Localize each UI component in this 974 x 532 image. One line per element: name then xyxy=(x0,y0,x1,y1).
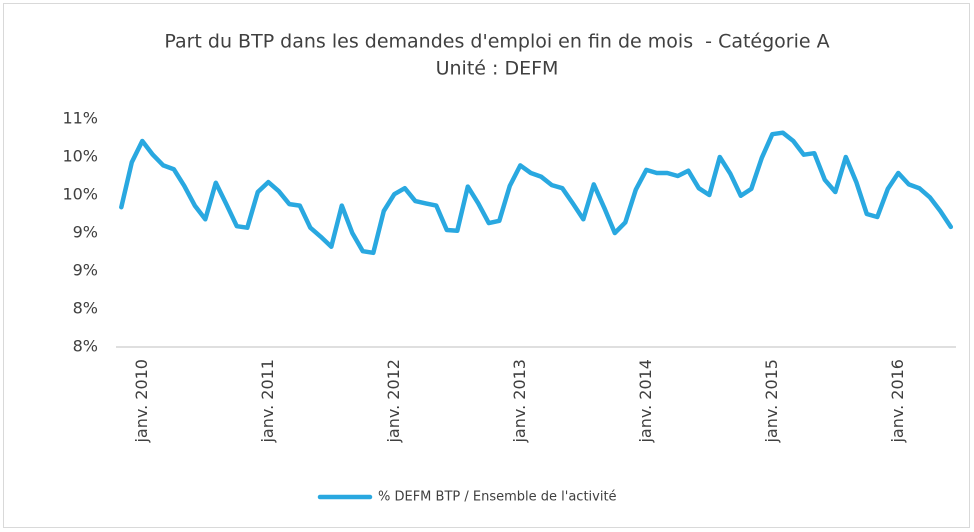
y-tick-label: 10% xyxy=(62,185,98,204)
x-tick-label: janv. 2013 xyxy=(510,359,529,444)
y-tick-label: 11% xyxy=(62,109,98,128)
y-tick-label: 9% xyxy=(73,223,98,242)
y-tick-label: 8% xyxy=(73,337,98,356)
x-tick-label: janv. 2010 xyxy=(132,359,151,444)
chart-subtitle: Unité : DEFM xyxy=(436,58,559,80)
y-tick-label: 8% xyxy=(73,299,98,318)
x-tick-label: janv. 2015 xyxy=(762,359,781,444)
x-tick-label: janv. 2014 xyxy=(636,359,655,444)
y-tick-label: 10% xyxy=(62,147,98,166)
legend-label: % DEFM BTP / Ensemble de l'activité xyxy=(378,490,617,505)
chart-frame xyxy=(3,3,970,528)
y-tick-label: 9% xyxy=(73,261,98,280)
chart-title: Part du BTP dans les demandes d'emploi e… xyxy=(164,31,829,53)
x-tick-label: janv. 2012 xyxy=(384,359,403,444)
series-line xyxy=(119,130,954,256)
x-tick-label: janv. 2016 xyxy=(888,359,907,444)
x-tick-label: janv. 2011 xyxy=(258,359,277,444)
